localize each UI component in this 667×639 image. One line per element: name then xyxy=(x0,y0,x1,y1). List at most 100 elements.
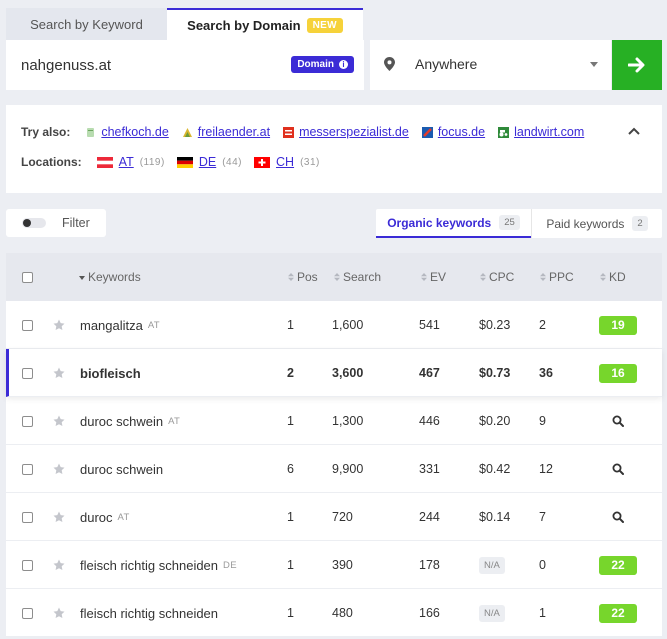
row-checkbox[interactable] xyxy=(22,397,33,445)
location-link-ch[interactable]: CH xyxy=(276,155,295,169)
location-item-at[interactable]: AT (119) xyxy=(96,155,165,169)
keyword-cell[interactable]: fleisch richtig schneiden DE xyxy=(80,541,237,589)
table-row[interactable]: mangalitza AT 1 1,600 541 $0.23 2 19 xyxy=(6,301,662,349)
chefkoch-favicon-icon xyxy=(87,127,95,137)
pos-cell: 1 xyxy=(287,606,294,620)
keyword-cell[interactable]: duroc schwein xyxy=(80,445,163,493)
location-item-ch[interactable]: CH (31) xyxy=(254,155,320,169)
search-icon[interactable] xyxy=(612,415,624,427)
sort-icon xyxy=(600,273,606,281)
tab-search-by-domain[interactable]: Search by Domain NEW xyxy=(167,8,363,40)
table-row[interactable]: duroc schwein AT 1 1,300 446 $0.20 9 xyxy=(6,397,662,445)
sort-icon xyxy=(288,273,294,281)
table-row[interactable]: biofleisch 2 3,600 467 $0.73 36 16 xyxy=(6,349,662,397)
star-icon[interactable] xyxy=(53,349,65,397)
header-pos[interactable]: Pos xyxy=(288,253,318,301)
star-icon[interactable] xyxy=(53,301,65,349)
austria-flag-icon xyxy=(96,156,113,168)
ev-cell: 331 xyxy=(419,462,440,476)
keyword-cell[interactable]: fleisch richtig schneiden xyxy=(80,589,218,637)
chevron-up-icon[interactable] xyxy=(628,127,640,135)
table-row[interactable]: fleisch richtig schneiden DE 1 390 178 N/… xyxy=(6,541,662,589)
kd-badge: 19 xyxy=(599,315,637,335)
row-checkbox[interactable] xyxy=(22,493,33,541)
kd-cell[interactable] xyxy=(598,445,638,493)
tab-search-by-domain-label: Search by Domain xyxy=(187,17,301,33)
header-search[interactable]: Search xyxy=(334,253,381,301)
header-keywords[interactable]: Keywords xyxy=(79,253,141,301)
try-also-link-landwirt[interactable]: landwirt.com xyxy=(514,125,585,139)
keyword-text: mangalitza xyxy=(80,317,143,333)
germany-flag-icon xyxy=(176,156,193,168)
try-also-item[interactable]: focus.de xyxy=(421,125,486,139)
row-checkbox[interactable] xyxy=(22,349,33,397)
search-cell: 720 xyxy=(332,510,353,524)
cpc-cell: $0.23 xyxy=(479,318,511,332)
try-also-link-messerspezialist[interactable]: messerspezialist.de xyxy=(299,125,409,139)
table-row[interactable]: duroc AT 1 720 244 $0.14 7 xyxy=(6,493,662,541)
location-link-at[interactable]: AT xyxy=(118,155,134,169)
keyword-cell[interactable]: duroc schwein AT xyxy=(80,397,180,445)
try-also-link-chefkoch[interactable]: chefkoch.de xyxy=(101,125,169,139)
keyword-cell[interactable]: biofleisch xyxy=(80,349,141,397)
sort-icon xyxy=(334,273,340,281)
star-icon[interactable] xyxy=(53,445,65,493)
row-checkbox[interactable] xyxy=(22,589,33,637)
search-submit-button[interactable] xyxy=(612,40,662,90)
try-also-link-freilaender[interactable]: freilaender.at xyxy=(197,125,271,139)
location-item-de[interactable]: DE (44) xyxy=(176,155,242,169)
ppc-cell: 7 xyxy=(539,510,546,524)
tab-paid-keywords[interactable]: Paid keywords 2 xyxy=(531,209,662,238)
organic-count-badge: 25 xyxy=(499,215,520,230)
table-row[interactable]: duroc schwein 6 9,900 331 $0.42 12 xyxy=(6,445,662,493)
table-row[interactable]: fleisch richtig schneiden 1 480 166 N/A … xyxy=(6,589,662,637)
kd-cell: 22 xyxy=(598,541,638,589)
search-icon[interactable] xyxy=(612,463,624,475)
header-ppc-label: PPC xyxy=(549,270,574,284)
filter-button[interactable]: Filter xyxy=(6,209,106,237)
try-also-item[interactable]: chefkoch.de xyxy=(85,125,169,139)
row-checkbox[interactable] xyxy=(22,301,33,349)
try-also-row: Try also: chefkoch.de freilaender.at mes… xyxy=(21,125,597,139)
ppc-cell: 0 xyxy=(539,558,546,572)
kd-cell[interactable] xyxy=(598,397,638,445)
header-ppc[interactable]: PPC xyxy=(540,253,574,301)
row-checkbox[interactable] xyxy=(22,445,33,493)
row-checkbox[interactable] xyxy=(22,541,33,589)
domain-search-input[interactable] xyxy=(21,56,281,74)
ev-cell: 541 xyxy=(419,318,440,332)
header-ev[interactable]: EV xyxy=(421,253,446,301)
header-ev-label: EV xyxy=(430,270,447,284)
tab-search-by-keyword[interactable]: Search by Keyword xyxy=(6,8,167,40)
location-link-de[interactable]: DE xyxy=(198,155,217,169)
keyword-cell[interactable]: mangalitza AT xyxy=(80,301,160,349)
sort-icon xyxy=(421,273,427,281)
location-select[interactable]: Anywhere xyxy=(370,40,611,90)
header-cpc[interactable]: CPC xyxy=(480,253,514,301)
select-all-checkbox[interactable] xyxy=(22,253,33,301)
search-cell: 9,900 xyxy=(332,462,364,476)
filter-toggle[interactable] xyxy=(22,218,46,228)
keyword-cell[interactable]: duroc AT xyxy=(80,493,130,541)
try-also-item[interactable]: landwirt.com xyxy=(498,125,584,139)
try-also-item[interactable]: freilaender.at xyxy=(182,125,270,139)
pos-cell: 1 xyxy=(287,558,294,572)
kd-cell: 22 xyxy=(598,589,638,637)
search-icon[interactable] xyxy=(612,511,624,523)
star-icon[interactable] xyxy=(53,397,65,445)
ppc-cell: 36 xyxy=(539,366,553,380)
table-header: Keywords Pos Search EV CPC PPC KD xyxy=(6,253,662,301)
kd-cell[interactable] xyxy=(598,493,638,541)
try-also-item[interactable]: messerspezialist.de xyxy=(283,125,409,139)
locations-row: Locations: AT (119) DE (44) CH (31) xyxy=(21,155,332,169)
pos-cell: 1 xyxy=(287,414,294,428)
tab-organic-keywords[interactable]: Organic keywords 25 xyxy=(376,209,531,238)
keyword-text: duroc xyxy=(80,509,113,525)
header-kd[interactable]: KD xyxy=(600,253,626,301)
star-icon[interactable] xyxy=(53,541,65,589)
star-icon[interactable] xyxy=(53,493,65,541)
star-icon[interactable] xyxy=(53,589,65,637)
try-also-link-focus[interactable]: focus.de xyxy=(437,125,486,139)
domain-type-badge[interactable]: Domain i xyxy=(291,56,354,73)
location-value: Anywhere xyxy=(415,56,478,72)
